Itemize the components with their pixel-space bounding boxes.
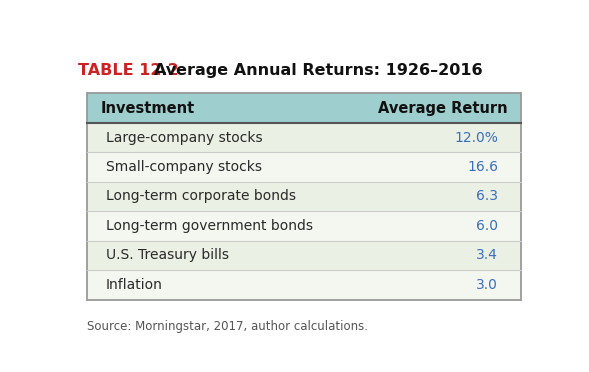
Bar: [87, 93, 521, 299]
Text: Source: Morningstar, 2017, author calculations.: Source: Morningstar, 2017, author calcul…: [87, 320, 368, 333]
Text: 6.0: 6.0: [476, 219, 498, 233]
Text: 12.0%: 12.0%: [454, 131, 498, 145]
Text: U.S. Treasury bills: U.S. Treasury bills: [105, 248, 229, 262]
Text: Average Return: Average Return: [378, 100, 507, 116]
Bar: [87, 93, 521, 123]
Bar: [87, 241, 521, 270]
Text: Long-term government bonds: Long-term government bonds: [105, 219, 313, 233]
Bar: [87, 152, 521, 182]
Text: Investment: Investment: [101, 100, 196, 116]
Bar: [87, 123, 521, 152]
Text: Inflation: Inflation: [105, 278, 163, 292]
Text: Long-term corporate bonds: Long-term corporate bonds: [105, 189, 296, 203]
Text: Average Annual Returns: 1926–2016: Average Annual Returns: 1926–2016: [154, 62, 482, 78]
Bar: [87, 270, 521, 299]
Text: Small-company stocks: Small-company stocks: [105, 160, 262, 174]
Bar: [87, 182, 521, 211]
Text: 16.6: 16.6: [467, 160, 498, 174]
Bar: [87, 211, 521, 241]
Text: Large-company stocks: Large-company stocks: [105, 131, 262, 145]
Text: 3.4: 3.4: [477, 248, 498, 262]
Text: TABLE 12.2: TABLE 12.2: [78, 62, 179, 78]
Text: 6.3: 6.3: [476, 189, 498, 203]
Text: 3.0: 3.0: [477, 278, 498, 292]
